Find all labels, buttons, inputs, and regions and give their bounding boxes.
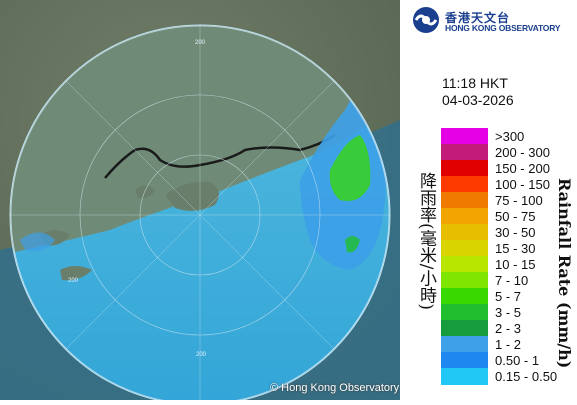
- legend-range-label: 3 - 5: [495, 305, 522, 320]
- legend-range-label: 0.15 - 0.50: [495, 369, 558, 384]
- legend-range-label: >300: [495, 129, 525, 144]
- legend-range-label: 0.50 - 1: [495, 353, 540, 368]
- legend-unit-en: Rainfall Rate (mm/h): [555, 178, 574, 369]
- legend-swatch: [441, 128, 488, 145]
- legend-swatch: [441, 240, 488, 257]
- legend-swatch: [441, 336, 488, 353]
- legend-swatch: [441, 192, 488, 209]
- copyright-text: © Hong Kong Observatory: [270, 382, 400, 394]
- legend-swatch: [441, 224, 488, 241]
- legend-range-label: 75 - 100: [495, 193, 543, 208]
- legend-range-label: 100 - 150: [495, 177, 550, 192]
- legend-swatch: [441, 320, 488, 337]
- legend-swatch: [441, 368, 488, 385]
- legend-range-label: 15 - 30: [495, 241, 536, 256]
- legend-range-label: 10 - 15: [495, 257, 536, 272]
- legend-range-label: 150 - 200: [495, 161, 550, 176]
- legend-swatch: [441, 144, 488, 161]
- hko-logo: 香港天文台 HONG KONG OBSERVATORY: [412, 6, 572, 36]
- radar-map: 200 200 200 © Hong Kong Observatory: [0, 0, 400, 405]
- legend-panel: 香港天文台 HONG KONG OBSERVATORY 11:18 HKT 04…: [400, 0, 577, 400]
- legend-swatch: [441, 272, 488, 289]
- ring-label: 200: [68, 278, 79, 284]
- radar-time: 11:18 HKT: [442, 75, 508, 91]
- legend-swatch: [441, 160, 488, 177]
- ring-label: 200: [195, 40, 206, 46]
- legend-range-label: 50 - 75: [495, 209, 536, 224]
- legend-swatch: [441, 304, 488, 321]
- legend-range-label: 1 - 2: [495, 337, 522, 352]
- ring-label: 200: [196, 352, 207, 358]
- radar-date: 04-03-2026: [442, 92, 514, 108]
- legend-range-label: 2 - 3: [495, 321, 522, 336]
- legend-unit-cn: 降雨率(毫米/小時): [416, 172, 436, 310]
- legend-swatch: [441, 352, 488, 369]
- legend-range-label: 5 - 7: [495, 289, 522, 304]
- legend-range-label: 200 - 300: [495, 145, 550, 160]
- legend-swatch: [441, 176, 488, 193]
- radar-map-image: [0, 0, 400, 405]
- legend-range-label: 7 - 10: [495, 273, 529, 288]
- org-name-en: HONG KONG OBSERVATORY: [445, 23, 561, 33]
- hko-logo-icon: [413, 7, 439, 33]
- legend-swatch: [441, 256, 488, 273]
- legend-swatch: [441, 288, 488, 305]
- legend-range-label: 30 - 50: [495, 225, 536, 240]
- org-name-cn: 香港天文台: [445, 11, 511, 25]
- legend-swatch: [441, 208, 488, 225]
